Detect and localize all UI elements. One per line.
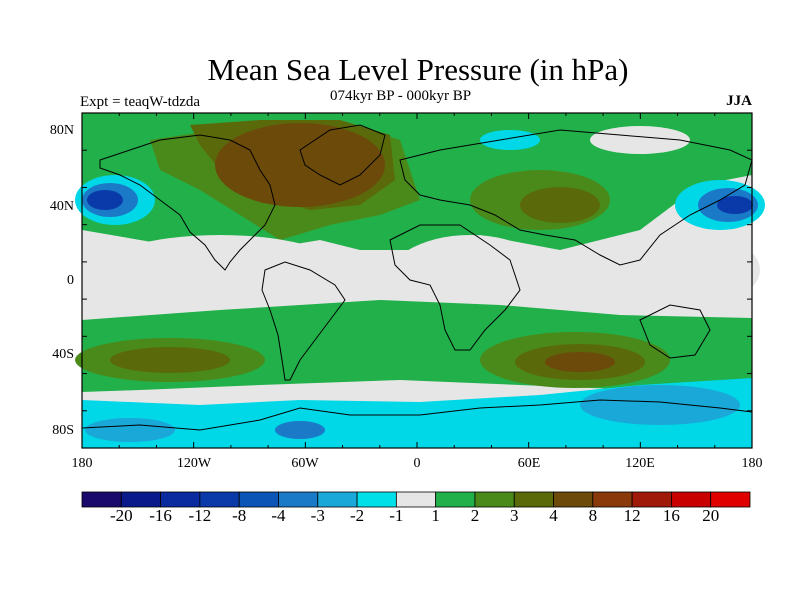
colorbar-swatch	[238, 491, 279, 508]
lon-label-0: 0	[413, 456, 421, 471]
field-south-pac-olive	[110, 347, 230, 373]
colorbar-label: -12	[188, 506, 212, 525]
field-south-ind-brown	[545, 352, 615, 372]
colorbar-swatch	[671, 491, 712, 508]
field-nwpac-darkblue	[717, 196, 753, 214]
colorbar-label: 16	[662, 506, 680, 525]
colorbar	[81, 491, 751, 508]
lon-label-60w: 60W	[291, 456, 319, 471]
colorbar-swatch	[631, 491, 672, 508]
colorbar-label: -1	[389, 506, 404, 525]
colorbar-swatch	[81, 491, 122, 508]
colorbar-swatch	[710, 491, 751, 508]
colorbar-label: 8	[588, 506, 598, 525]
field-westpac-neutral	[640, 235, 760, 305]
lat-label-40n: 40N	[49, 199, 74, 214]
field-pacific-neutral	[90, 235, 350, 315]
field-south-blue	[275, 421, 325, 439]
season-label: JJA	[726, 93, 752, 109]
lon-label-60e: 60E	[517, 456, 541, 471]
colorbar-label: 2	[470, 506, 480, 525]
colorbar-label: 1	[431, 506, 440, 525]
colorbar-swatch	[278, 491, 319, 508]
page-title: Mean Sea Level Pressure (in hPa)	[207, 52, 629, 87]
lon-label-120e: 120E	[625, 456, 655, 471]
colorbar-swatch	[160, 491, 201, 508]
colorbar-label: -16	[149, 506, 172, 525]
colorbar-swatch	[395, 491, 437, 508]
field-south-lightblue	[580, 385, 740, 425]
lat-label-80s: 80S	[52, 423, 74, 438]
colorbar-label: -20	[109, 506, 133, 525]
colorbar-label: -4	[271, 506, 286, 525]
colorbar-swatch	[553, 491, 594, 508]
colorbar-swatch	[592, 491, 633, 508]
colorbar-swatch	[474, 491, 515, 508]
colorbar-label: 12	[623, 506, 641, 525]
lat-label-0: 0	[67, 273, 74, 288]
period-label: 074kyr BP - 000kyr BP	[330, 88, 472, 104]
field-south-lightblue-w	[85, 418, 175, 442]
axis-ticks	[81, 112, 753, 449]
colorbar-label: -2	[349, 506, 365, 525]
colorbar-swatch	[513, 491, 554, 508]
field-arctic-neutral	[590, 126, 690, 154]
coastlines	[81, 124, 753, 431]
colorbar-swatch	[435, 491, 476, 508]
colorbar-swatch	[317, 491, 358, 508]
field-asia-olive	[520, 187, 600, 223]
lon-label-180w: 180	[71, 456, 93, 471]
colorbar-label: 20	[702, 506, 720, 525]
colorbar-swatch	[356, 491, 397, 508]
lon-label-180e: 180	[741, 456, 763, 471]
field-arctic-cyan	[480, 130, 540, 150]
lat-label-80n: 80N	[49, 123, 74, 138]
experiment-label: Expt = teaqW-tdzda	[80, 94, 201, 110]
lon-label-120w: 120W	[176, 456, 212, 471]
colorbar-label: -3	[310, 506, 325, 525]
pressure-field	[75, 113, 765, 448]
colorbar-label: 3	[509, 506, 519, 525]
field-nepac-darkblue	[87, 190, 123, 210]
colorbar-swatch	[120, 491, 161, 508]
colorbar-label: -8	[232, 506, 247, 525]
field-north-brown	[215, 123, 385, 207]
colorbar-swatch	[199, 491, 240, 508]
lat-label-40s: 40S	[52, 347, 74, 362]
colorbar-label: 4	[549, 506, 558, 525]
field-south-cyan	[82, 378, 752, 448]
